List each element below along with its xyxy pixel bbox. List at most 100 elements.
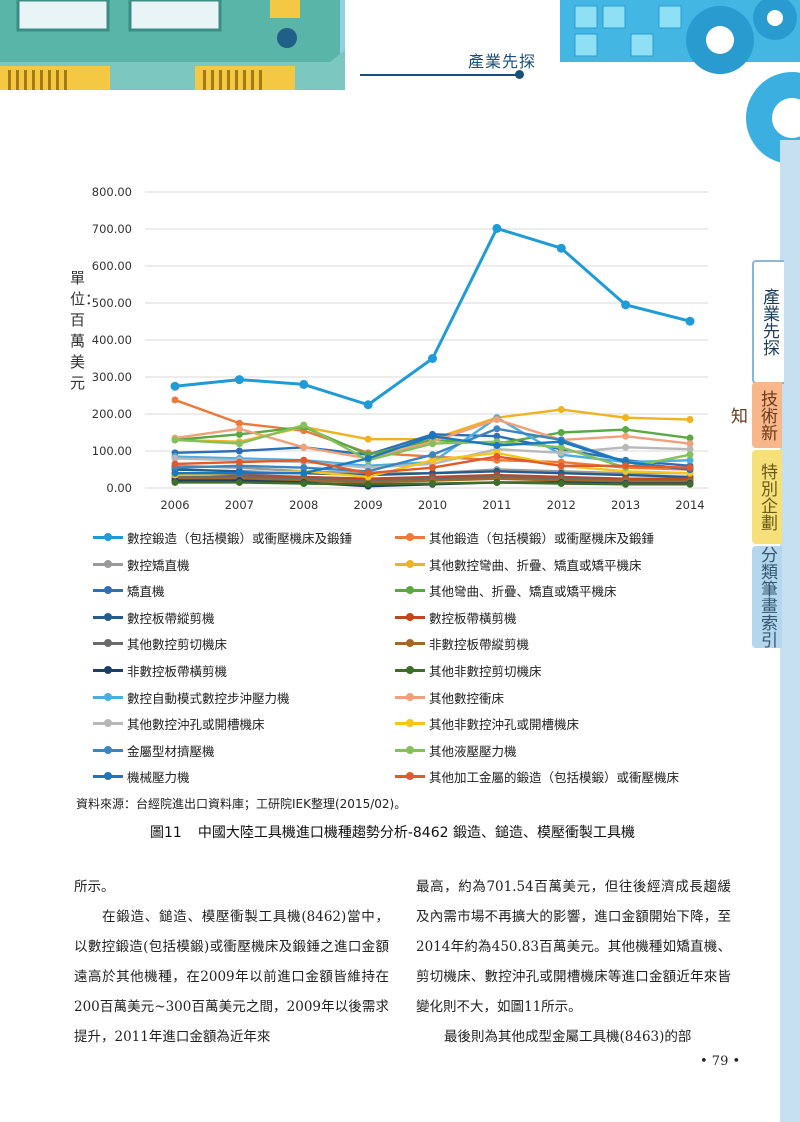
data-point (300, 469, 308, 477)
x-tick-label: 2012 (547, 498, 576, 510)
data-point (235, 469, 243, 477)
data-point (300, 456, 308, 464)
body-column-right: 最高，約為701.54百萬美元，但往後經濟成長趨緩及內需市場不再擴大的影響，進口… (416, 872, 731, 1052)
data-point (429, 432, 436, 440)
data-point (556, 243, 566, 253)
y-tick-label: 100.00 (92, 444, 132, 458)
data-point (364, 469, 372, 477)
data-point (171, 460, 179, 468)
x-tick-label: 2014 (675, 498, 704, 510)
data-point (235, 425, 243, 433)
data-point (235, 447, 243, 455)
legend-label: 非數控板帶橫剪機 (127, 664, 228, 679)
data-point (557, 443, 565, 451)
data-point (557, 438, 565, 446)
figure-number: 圖11 (150, 825, 182, 841)
legend-label: 機械壓力機 (127, 770, 190, 786)
legend-swatch (395, 666, 425, 674)
data-point (171, 396, 179, 404)
circuit-board-illustration (0, 0, 800, 90)
data-point (300, 464, 308, 472)
y-tick-label: 800.00 (92, 185, 132, 199)
legend-label: 數控矯直機 (127, 557, 190, 573)
data-point (493, 453, 501, 461)
legend-label: 其他鍛造（包括模鍛）或衝壓機床及鍛錘 (429, 531, 655, 546)
y-tick-label: 400.00 (92, 333, 132, 347)
data-point (686, 451, 694, 459)
data-point (686, 440, 694, 448)
chart-legend: 數控鍛造（包括模鍛）或衝壓機床及鍛錘 其他鍛造（包括模鍛）或衝壓機床及鍛錘數控矯直… (93, 528, 733, 788)
data-point (171, 454, 179, 462)
data-point (234, 375, 244, 385)
legend-label: 數控自動模式數控步沖壓力機 (127, 690, 290, 706)
side-tab-special[interactable]: 特別企劃 (752, 450, 782, 544)
data-point (170, 381, 180, 391)
figure-title: 中國大陸工具機進口機種趨勢分析-8462 鍛造、鎚造、模壓衝製工具機 (197, 825, 635, 841)
legend-swatch (395, 639, 425, 648)
data-point (171, 436, 179, 444)
data-point (235, 440, 243, 448)
data-point (622, 443, 630, 451)
series-line (171, 478, 694, 488)
side-tab-index[interactable]: 分類筆畫索引 (752, 546, 782, 648)
data-point (621, 300, 631, 310)
legend-swatch (395, 719, 425, 728)
data-point (300, 421, 308, 429)
y-tick-label: 600.00 (92, 259, 132, 273)
side-tab-tech[interactable]: 技術新知 (727, 382, 782, 448)
legend-label: 數控鍛造（包括模鍛）或衝壓機床及鍛錘 (127, 531, 353, 546)
legend-swatch (93, 586, 123, 595)
x-tick-label: 2013 (611, 498, 640, 510)
data-point (235, 419, 243, 427)
data-point (493, 478, 501, 486)
legend-swatch (93, 772, 123, 781)
data-point (235, 458, 243, 466)
section-title: 產業先探 (467, 52, 536, 71)
legend-label: 其他數控衝床 (429, 690, 505, 706)
data-point (622, 432, 630, 440)
legend-swatch (395, 772, 425, 781)
x-tick-label: 2011 (482, 498, 511, 510)
legend-label: 其他數控沖孔或開槽機床 (127, 717, 265, 733)
legend-label: 數控板帶橫剪機 (429, 610, 517, 626)
data-point (493, 432, 501, 440)
y-tick-label: 200.00 (92, 407, 132, 421)
legend-label: 矯直機 (127, 584, 165, 600)
legend-swatch (93, 533, 123, 541)
figure-caption: 圖11 中國大陸工具機進口機種趨勢分析-8462 鍛造、鎚造、模壓衝製工具機 (150, 822, 635, 842)
legend-swatch (395, 533, 425, 541)
page-number: • 79 • (700, 1054, 741, 1069)
paragraph: 所示。 (74, 879, 115, 895)
legend-swatch (93, 692, 123, 701)
legend-swatch (395, 612, 425, 621)
legend-label: 非數控板帶縱剪機 (429, 637, 530, 653)
legend-swatch (395, 586, 425, 595)
series-path (174, 226, 691, 407)
x-tick-label: 2007 (225, 498, 254, 510)
y-tick-label: 0.00 (106, 481, 132, 495)
legend-swatch (93, 639, 123, 648)
legend-label: 其他加工金屬的鍛造（包括模鍛）或衝壓機床 (429, 770, 680, 786)
data-point (686, 434, 694, 442)
data-point (235, 478, 243, 486)
data-point (493, 441, 501, 449)
legend-label: 金屬型材擠壓機 (127, 743, 215, 759)
data-point (493, 425, 501, 433)
legend-swatch (93, 559, 123, 568)
section-underline (360, 74, 520, 76)
legend-label: 其他彎曲、折疊、矯直或矯平機床 (429, 584, 617, 600)
legend-label: 其他非數控沖孔或開槽機床 (429, 717, 580, 733)
legend-swatch (395, 559, 425, 568)
side-tab-industry[interactable]: 產業先探 (752, 260, 784, 384)
paragraph: 在鍛造、鎚造、模壓衝製工具機(8462)當中，以數控鍛造(包括模鍛)或衝壓機床及… (74, 909, 389, 1045)
data-point (429, 440, 436, 448)
data-point (557, 406, 565, 414)
source-note: 資料來源：台經院進出口資料庫；工研院IEK整理(2015/02)。 (76, 797, 407, 811)
data-point (622, 426, 630, 434)
series-line (171, 432, 694, 477)
series-line (171, 453, 694, 477)
x-tick-label: 2008 (289, 498, 318, 510)
y-tick-label: 300.00 (92, 370, 132, 384)
data-point (557, 480, 565, 488)
import-trend-chart: 0.00 100.00 200.00 300.00 400.00 500.00 600.00… (92, 185, 708, 510)
